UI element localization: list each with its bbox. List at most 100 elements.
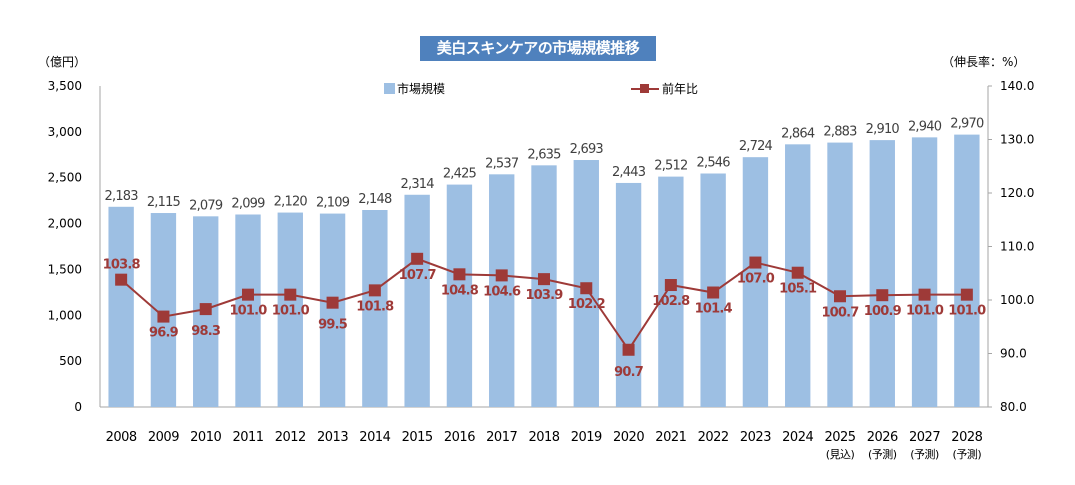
right-axis-tick-label: 140.0 <box>1000 79 1034 93</box>
x-axis-tick-label: 2019 <box>571 430 602 445</box>
x-axis-tick-note: (予測) <box>910 447 939 461</box>
line-marker <box>834 290 846 303</box>
line-data-label: 99.5 <box>318 318 348 333</box>
line-marker <box>411 252 424 265</box>
legend-line-marker <box>631 83 659 93</box>
bar-data-label: 2,910 <box>866 122 900 137</box>
line-data-label: 105.1 <box>779 282 817 297</box>
line-data-label: 102.8 <box>652 294 690 309</box>
line-data-label: 100.7 <box>821 305 859 320</box>
right-axis-tick-label: 90.0 <box>1000 347 1027 361</box>
bar <box>235 214 261 407</box>
left-axis-tick-label: 3,000 <box>48 125 82 139</box>
x-axis-tick-label: 2013 <box>317 430 348 445</box>
bar-data-label: 2,537 <box>485 156 519 171</box>
x-axis-tick-label: 2021 <box>655 430 686 445</box>
line-marker <box>157 310 170 323</box>
bar-data-label: 2,148 <box>358 192 392 207</box>
bar-data-label: 2,443 <box>612 165 646 180</box>
bar <box>489 174 515 407</box>
left-axis-unit: （億円） <box>38 55 87 69</box>
right-axis-tick-label: 100.0 <box>1000 293 1034 307</box>
x-axis-tick-label: 2027 <box>909 430 940 445</box>
x-axis-tick-label: 2011 <box>232 430 263 445</box>
bar <box>108 206 134 407</box>
line-marker <box>495 269 508 282</box>
x-axis-tick-label: 2022 <box>698 430 729 445</box>
line-marker <box>664 279 677 292</box>
legend-label-market-size: 市場規模 <box>397 82 446 96</box>
line-data-label: 90.7 <box>614 365 644 380</box>
bar <box>827 142 853 407</box>
bar-data-label: 2,115 <box>147 195 181 210</box>
line-marker <box>199 303 212 316</box>
bar-data-label: 2,546 <box>697 155 731 170</box>
line-marker <box>538 273 550 286</box>
line-marker <box>876 289 889 302</box>
line-data-label: 98.3 <box>191 324 221 339</box>
x-axis-tick-label: 2017 <box>486 430 517 445</box>
line-data-label: 103.9 <box>525 288 563 303</box>
line-marker <box>115 273 128 286</box>
left-axis-tick-label: 500 <box>59 354 82 368</box>
line-data-label: 104.8 <box>441 283 479 298</box>
line-data-label: 104.6 <box>483 284 521 299</box>
left-axis-tick-label: 2,000 <box>48 217 82 231</box>
x-axis-tick-label: 2024 <box>782 430 813 445</box>
x-axis-tick-label: 2008 <box>106 430 137 445</box>
bar <box>277 212 303 407</box>
bar-data-label: 2,120 <box>274 195 308 210</box>
bar <box>531 165 557 407</box>
bar <box>869 140 895 407</box>
x-axis-tick-label: 2016 <box>444 430 475 445</box>
bar-data-label: 2,635 <box>527 147 561 162</box>
bar-data-label: 2,099 <box>231 196 265 211</box>
left-axis-tick-label: 3,500 <box>48 79 82 93</box>
bar-data-label: 2,425 <box>443 167 477 182</box>
line-marker <box>368 284 381 297</box>
line-marker <box>284 288 297 301</box>
bar-data-label: 2,883 <box>823 125 857 140</box>
bar <box>911 137 938 408</box>
line-marker <box>453 268 466 281</box>
x-axis-tick-label: 2015 <box>402 430 433 445</box>
line-data-label: 101.8 <box>356 299 394 314</box>
line-marker <box>326 296 339 309</box>
line-marker <box>749 256 762 269</box>
x-axis-tick-note: (予測) <box>868 447 897 461</box>
legend-label-yoy: 前年比 <box>662 82 699 96</box>
x-axis-tick-label: 2026 <box>867 430 898 445</box>
bar <box>319 213 346 407</box>
chart-title: 美白スキンケアの市場規模推移 <box>420 36 656 61</box>
bar-data-label: 2,970 <box>950 117 984 132</box>
x-axis-tick-label: 2009 <box>148 430 179 445</box>
bar <box>615 182 642 407</box>
right-axis-tick-label: 110.0 <box>1000 240 1034 254</box>
left-axis-tick-label: 2,500 <box>48 171 82 185</box>
bar <box>362 209 388 407</box>
line-marker <box>580 282 593 295</box>
line-data-label: 107.7 <box>399 268 437 283</box>
bar-data-label: 2,724 <box>739 139 773 154</box>
left-axis-tick-label: 1,500 <box>48 262 82 276</box>
line-data-label: 101.0 <box>229 304 267 319</box>
right-axis-unit: （伸長率：%） <box>942 55 1026 69</box>
right-axis-tick-label: 80.0 <box>1000 400 1027 414</box>
line-marker <box>242 288 254 301</box>
bar <box>742 157 769 407</box>
x-axis-tick-label: 2028 <box>951 430 982 445</box>
x-axis-tick-note: (見込) <box>826 448 855 461</box>
x-axis-tick-label: 2010 <box>190 430 221 445</box>
line-marker <box>960 288 973 301</box>
bar-data-label: 2,693 <box>570 142 604 157</box>
x-axis-tick-label: 2023 <box>740 430 771 445</box>
bar <box>658 176 684 407</box>
x-axis-tick-label: 2020 <box>613 430 644 445</box>
line-data-label: 101.4 <box>695 302 733 317</box>
left-axis-tick-label: 0 <box>74 400 82 414</box>
bar <box>404 194 430 407</box>
right-axis-tick-label: 130.0 <box>1000 133 1034 147</box>
bar <box>954 134 980 407</box>
bar-data-label: 2,864 <box>781 126 815 141</box>
